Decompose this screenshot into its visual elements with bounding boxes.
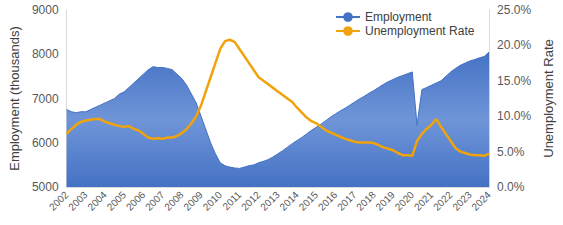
- svg-text:10.0%: 10.0%: [497, 109, 531, 123]
- svg-text:2022: 2022: [431, 189, 455, 213]
- svg-text:2021: 2021: [412, 189, 436, 213]
- svg-text:Employment (thousands): Employment (thousands): [7, 26, 22, 171]
- svg-text:2013: 2013: [258, 189, 282, 213]
- svg-text:Unemployment Rate: Unemployment Rate: [541, 39, 556, 158]
- svg-text:0.0%: 0.0%: [497, 180, 525, 194]
- svg-text:20.0%: 20.0%: [497, 38, 531, 52]
- svg-text:Unemployment Rate: Unemployment Rate: [365, 24, 475, 38]
- svg-text:2008: 2008: [162, 189, 186, 213]
- svg-text:6000: 6000: [32, 136, 59, 150]
- svg-text:2010: 2010: [201, 189, 225, 213]
- svg-text:8000: 8000: [32, 47, 59, 61]
- svg-text:2020: 2020: [393, 189, 417, 213]
- svg-text:9000: 9000: [32, 3, 59, 17]
- svg-text:2012: 2012: [239, 189, 263, 213]
- svg-text:Employment: Employment: [365, 10, 432, 24]
- svg-text:2014: 2014: [277, 189, 301, 213]
- svg-text:2016: 2016: [316, 189, 340, 213]
- svg-text:2023: 2023: [450, 189, 474, 213]
- svg-text:2004: 2004: [85, 189, 109, 213]
- svg-text:2002: 2002: [47, 189, 71, 213]
- svg-text:2003: 2003: [66, 189, 90, 213]
- svg-text:2018: 2018: [354, 189, 378, 213]
- svg-text:2007: 2007: [143, 189, 167, 213]
- svg-text:2019: 2019: [373, 189, 397, 213]
- svg-text:25.0%: 25.0%: [497, 3, 531, 17]
- svg-text:5.0%: 5.0%: [497, 145, 525, 159]
- svg-text:2011: 2011: [220, 189, 243, 212]
- svg-text:2009: 2009: [181, 189, 205, 213]
- svg-text:2024: 2024: [469, 189, 493, 213]
- svg-text:7000: 7000: [32, 92, 59, 106]
- svg-text:5000: 5000: [32, 180, 59, 194]
- svg-text:2015: 2015: [297, 189, 321, 213]
- svg-text:2005: 2005: [105, 189, 129, 213]
- svg-text:2006: 2006: [124, 189, 148, 213]
- svg-text:2017: 2017: [335, 189, 359, 213]
- svg-text:15.0%: 15.0%: [497, 74, 531, 88]
